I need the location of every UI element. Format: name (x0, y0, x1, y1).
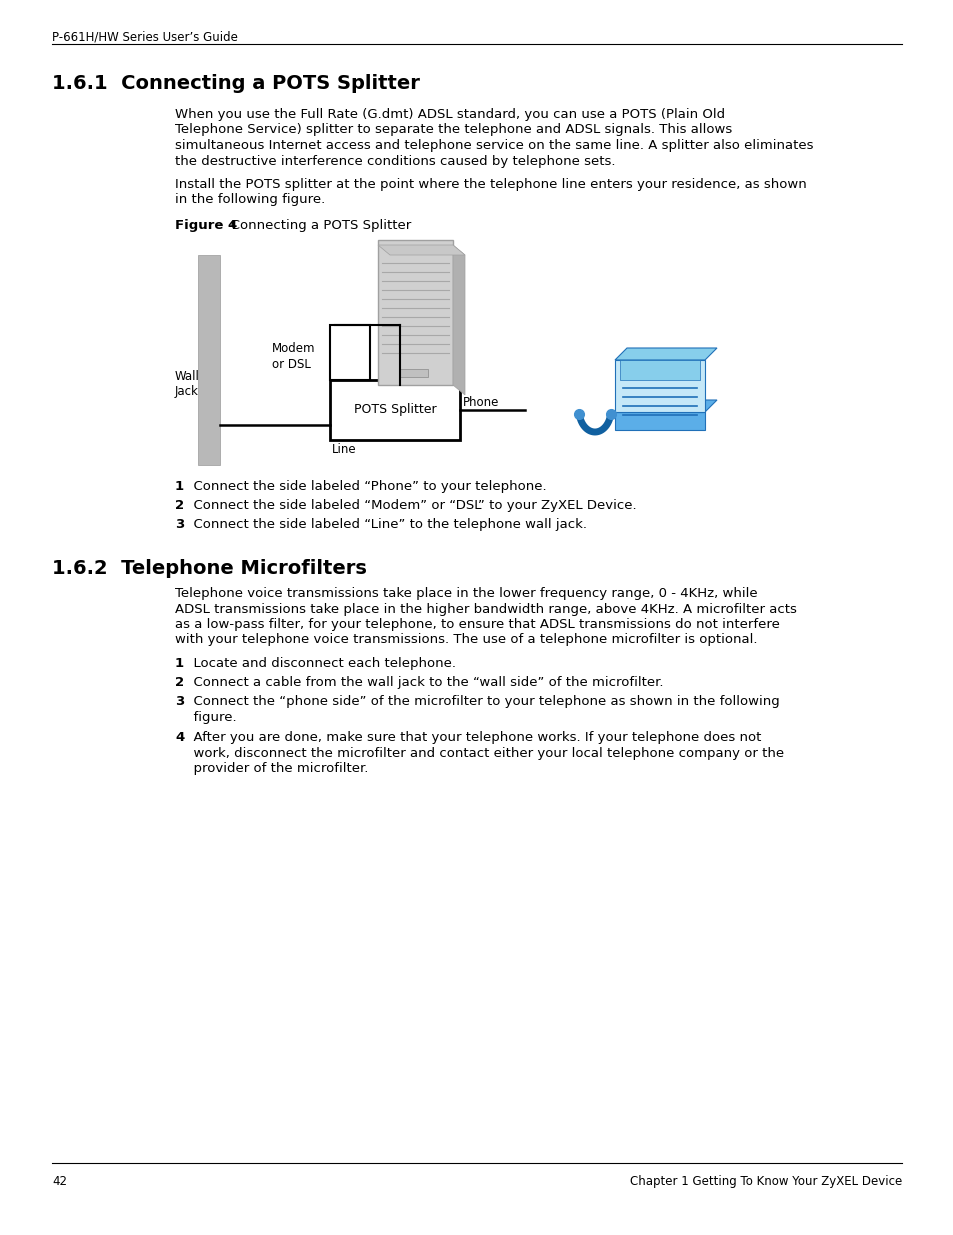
Text: Wall: Wall (174, 370, 200, 383)
Text: provider of the microfilter.: provider of the microfilter. (185, 762, 368, 776)
Polygon shape (377, 245, 464, 254)
Text: 1: 1 (174, 480, 184, 493)
Polygon shape (615, 400, 717, 412)
Polygon shape (615, 412, 704, 430)
Text: Line: Line (332, 443, 356, 456)
Text: Connect the side labeled “Line” to the telephone wall jack.: Connect the side labeled “Line” to the t… (185, 517, 586, 531)
Text: P-661H/HW Series User’s Guide: P-661H/HW Series User’s Guide (52, 30, 237, 43)
Text: Connect a cable from the wall jack to the “wall side” of the microfilter.: Connect a cable from the wall jack to th… (185, 676, 662, 689)
Text: Install the POTS splitter at the point where the telephone line enters your resi: Install the POTS splitter at the point w… (174, 178, 806, 191)
Text: or DSL: or DSL (272, 358, 311, 370)
Text: 3: 3 (174, 517, 184, 531)
Bar (198, 254, 220, 466)
Text: 4: 4 (174, 731, 184, 743)
Text: in the following figure.: in the following figure. (174, 194, 325, 206)
Bar (619, 359, 700, 380)
Bar (330, 380, 459, 440)
Text: 2: 2 (174, 499, 184, 513)
Text: simultaneous Internet access and telephone service on the same line. A splitter : simultaneous Internet access and telepho… (174, 140, 813, 152)
Polygon shape (453, 245, 464, 395)
Text: After you are done, make sure that your telephone works. If your telephone does : After you are done, make sure that your … (185, 731, 760, 743)
Text: Modem: Modem (272, 342, 315, 354)
Text: 1.6.1  Connecting a POTS Splitter: 1.6.1 Connecting a POTS Splitter (52, 74, 419, 93)
Polygon shape (615, 348, 717, 359)
Text: with your telephone voice transmissions. The use of a telephone microfilter is o: with your telephone voice transmissions.… (174, 634, 757, 646)
Text: Connect the side labeled “Modem” or “DSL” to your ZyXEL Device.: Connect the side labeled “Modem” or “DSL… (185, 499, 636, 513)
Text: the destructive interference conditions caused by telephone sets.: the destructive interference conditions … (174, 154, 615, 168)
Text: 3: 3 (174, 695, 184, 708)
Text: Figure 4: Figure 4 (174, 219, 237, 232)
Text: Telephone Service) splitter to separate the telephone and ADSL signals. This all: Telephone Service) splitter to separate … (174, 124, 732, 137)
Text: work, disconnect the microfilter and contact either your local telephone company: work, disconnect the microfilter and con… (185, 746, 783, 760)
Text: 1.6.2  Telephone Microfilters: 1.6.2 Telephone Microfilters (52, 559, 367, 578)
Bar (330, 325, 370, 380)
Text: ADSL transmissions take place in the higher bandwidth range, above 4KHz. A micro: ADSL transmissions take place in the hig… (174, 603, 796, 615)
Text: Locate and disconnect each telephone.: Locate and disconnect each telephone. (185, 657, 456, 671)
Bar (377, 240, 453, 385)
Text: When you use the Full Rate (G.dmt) ADSL standard, you can use a POTS (Plain Old: When you use the Full Rate (G.dmt) ADSL … (174, 107, 724, 121)
Text: Connect the side labeled “Phone” to your telephone.: Connect the side labeled “Phone” to your… (185, 480, 546, 493)
Text: as a low-pass filter, for your telephone, to ensure that ADSL transmissions do n: as a low-pass filter, for your telephone… (174, 618, 779, 631)
Text: Telephone voice transmissions take place in the lower frequency range, 0 - 4KHz,: Telephone voice transmissions take place… (174, 587, 757, 600)
Text: 2: 2 (174, 676, 184, 689)
Text: Connecting a POTS Splitter: Connecting a POTS Splitter (218, 219, 411, 232)
Text: Phone: Phone (462, 396, 498, 409)
Text: Chapter 1 Getting To Know Your ZyXEL Device: Chapter 1 Getting To Know Your ZyXEL Dev… (629, 1174, 901, 1188)
Text: 42: 42 (52, 1174, 67, 1188)
Text: Jack: Jack (174, 385, 198, 398)
Bar (399, 369, 428, 377)
Text: Connect the “phone side” of the microfilter to your telephone as shown in the fo: Connect the “phone side” of the microfil… (185, 695, 779, 708)
Polygon shape (615, 359, 704, 412)
Text: figure.: figure. (185, 710, 236, 724)
Text: POTS Splitter: POTS Splitter (354, 404, 436, 416)
Text: 1: 1 (174, 657, 184, 671)
